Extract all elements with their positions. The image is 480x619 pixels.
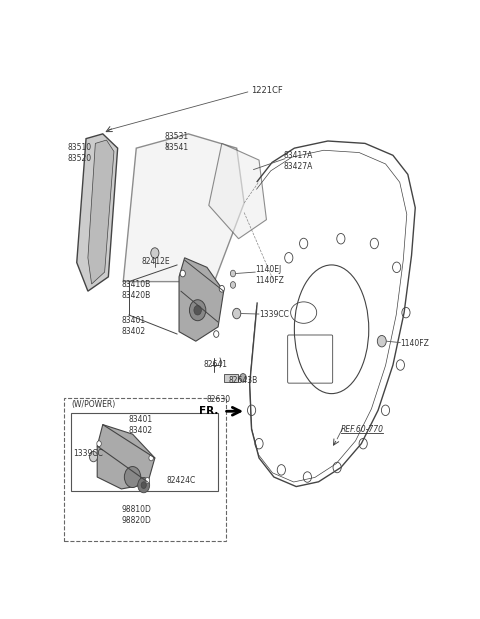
Polygon shape — [88, 140, 114, 284]
Circle shape — [89, 451, 97, 462]
Circle shape — [145, 477, 150, 483]
Polygon shape — [97, 425, 155, 489]
Polygon shape — [209, 144, 266, 239]
Circle shape — [124, 467, 141, 488]
Circle shape — [230, 270, 236, 277]
Circle shape — [138, 477, 150, 493]
Bar — [224, 374, 238, 382]
Text: 1140EJ
1140FZ: 1140EJ 1140FZ — [255, 266, 284, 285]
Polygon shape — [123, 134, 244, 282]
Circle shape — [233, 308, 241, 319]
Bar — [64, 399, 226, 542]
Text: 1339CC: 1339CC — [259, 310, 289, 319]
Circle shape — [194, 305, 202, 315]
Text: 82643B: 82643B — [228, 376, 258, 385]
Text: FR.: FR. — [199, 406, 218, 416]
Text: 83417A
83427A: 83417A 83427A — [283, 151, 312, 171]
Circle shape — [240, 374, 246, 382]
Circle shape — [151, 248, 159, 258]
Text: REF.60-770: REF.60-770 — [341, 425, 384, 434]
Text: 83410B
83420B: 83410B 83420B — [121, 280, 151, 300]
Text: 1339CC: 1339CC — [73, 449, 103, 457]
Text: 98810D
98820D: 98810D 98820D — [121, 505, 151, 525]
Circle shape — [180, 270, 185, 277]
Polygon shape — [77, 134, 118, 291]
Circle shape — [190, 300, 206, 321]
Polygon shape — [179, 258, 224, 341]
Text: 1221CF: 1221CF — [252, 87, 283, 95]
Circle shape — [97, 441, 101, 446]
Text: 83510
83520: 83510 83520 — [67, 143, 92, 163]
Bar — [71, 413, 218, 491]
Text: 83401
83402: 83401 83402 — [121, 316, 145, 336]
Circle shape — [141, 482, 146, 488]
Circle shape — [219, 285, 225, 292]
Circle shape — [230, 282, 236, 288]
Text: 83401
83402: 83401 83402 — [129, 415, 153, 435]
Text: 82641: 82641 — [203, 360, 227, 368]
Text: (W/POWER): (W/POWER) — [71, 400, 115, 409]
Circle shape — [149, 455, 154, 461]
Text: 82412E: 82412E — [142, 257, 170, 266]
Text: 1140FZ: 1140FZ — [400, 339, 429, 348]
Circle shape — [214, 331, 219, 337]
Circle shape — [377, 335, 386, 347]
Text: 82424C: 82424C — [166, 476, 195, 485]
Text: 83531
83541: 83531 83541 — [164, 132, 188, 152]
Text: 82630: 82630 — [207, 395, 231, 404]
